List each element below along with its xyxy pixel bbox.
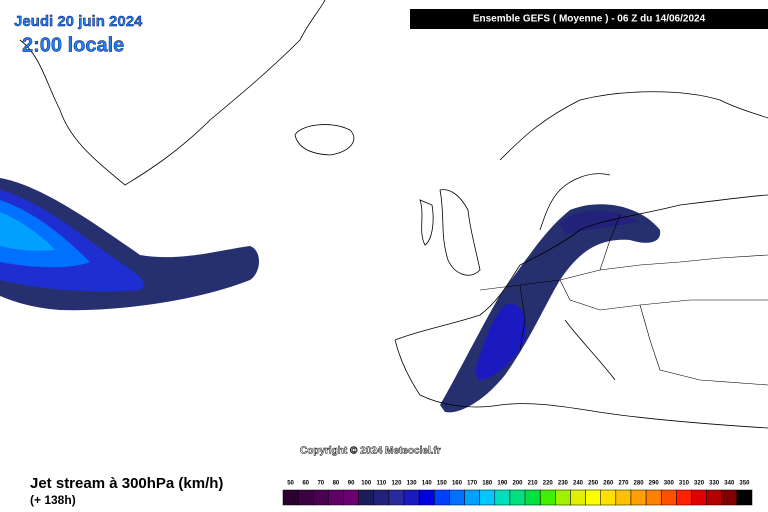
date: Jeudi 20 juin 2024 — [14, 13, 143, 30]
legend-label: 280 — [634, 481, 645, 487]
legend-label: 180 — [482, 481, 493, 487]
time: 2:00 locale — [22, 34, 124, 56]
borders — [479, 214, 768, 386]
copyright: Copyright © 2024 Meteociel.fr — [300, 446, 441, 457]
legend-label: 300 — [664, 481, 675, 487]
legend-label: 120 — [391, 481, 402, 487]
coastlines — [19, 0, 768, 429]
legend-swatch — [494, 489, 511, 506]
footer-lead: (+ 138h) — [30, 493, 76, 507]
legend-label: 290 — [649, 481, 660, 487]
legend-label: 250 — [588, 481, 599, 487]
legend-swatch — [464, 489, 480, 506]
legend-swatch — [691, 489, 707, 506]
legend-swatch — [403, 489, 420, 506]
legend-swatch — [600, 489, 617, 506]
legend-swatch — [418, 489, 435, 506]
legend-label: 340 — [724, 481, 735, 487]
legend-label: 230 — [558, 481, 569, 487]
legend-label: 140 — [422, 481, 433, 487]
legend-swatch — [539, 489, 556, 506]
legend-label: 330 — [709, 481, 720, 487]
legend-label: 110 — [376, 481, 386, 487]
legend-swatch — [570, 489, 586, 506]
legend-swatch — [373, 489, 390, 506]
footer-title: Jet stream à 300hPa (km/h) — [30, 475, 223, 492]
legend-swatch — [434, 489, 450, 506]
legend-swatch — [721, 489, 738, 506]
legend-label: 220 — [543, 481, 554, 487]
legend-label: 90 — [348, 481, 355, 487]
legend-swatch — [736, 489, 753, 506]
legend-swatch — [645, 489, 662, 506]
legend-label: 60 — [302, 481, 309, 487]
legend-swatch — [676, 489, 692, 506]
legend-label: 320 — [694, 481, 705, 487]
color-legend: 50 60 70 80 90 100 110 120 130 140 150 160 170 180 190… — [282, 481, 753, 506]
legend-swatch — [479, 489, 496, 506]
legend-label: 80 — [333, 481, 340, 487]
legend-swatch — [328, 489, 344, 506]
legend-swatch — [524, 489, 541, 506]
legend-swatch — [585, 489, 601, 506]
legend-swatch — [555, 489, 571, 506]
legend-swatch — [282, 489, 299, 506]
legend-swatch — [388, 489, 405, 506]
legend-label: 100 — [361, 481, 372, 487]
legend-swatch — [358, 489, 375, 506]
legend-label: 260 — [603, 481, 614, 487]
legend-label: 270 — [618, 481, 629, 487]
run-banner — [410, 9, 768, 29]
legend-label: 350 — [739, 481, 750, 487]
legend-swatch — [313, 489, 329, 506]
legend-label: 240 — [573, 481, 584, 487]
jet-west — [0, 178, 259, 311]
legend-label: 150 — [437, 481, 448, 487]
legend-swatch — [449, 489, 465, 506]
run-info: Ensemble GEFS ( Moyenne ) - 06 Z du 14/0… — [473, 14, 706, 25]
legend-label: 190 — [497, 481, 508, 487]
legend-swatch — [630, 489, 647, 506]
legend-swatch — [615, 489, 632, 506]
legend-label: 200 — [512, 481, 523, 487]
legend-swatch — [660, 489, 677, 506]
legend-label: 170 — [467, 481, 478, 487]
legend-swatch — [706, 489, 722, 506]
legend-swatch — [343, 489, 359, 506]
legend-swatch — [509, 489, 526, 506]
legend-label: 50 — [287, 481, 294, 487]
legend-label: 160 — [452, 481, 463, 487]
legend-swatch — [297, 489, 314, 506]
legend-label: 210 — [528, 481, 539, 487]
legend-label: 70 — [317, 481, 324, 487]
legend-label: 310 — [679, 481, 690, 487]
legend-label: 130 — [407, 481, 418, 487]
